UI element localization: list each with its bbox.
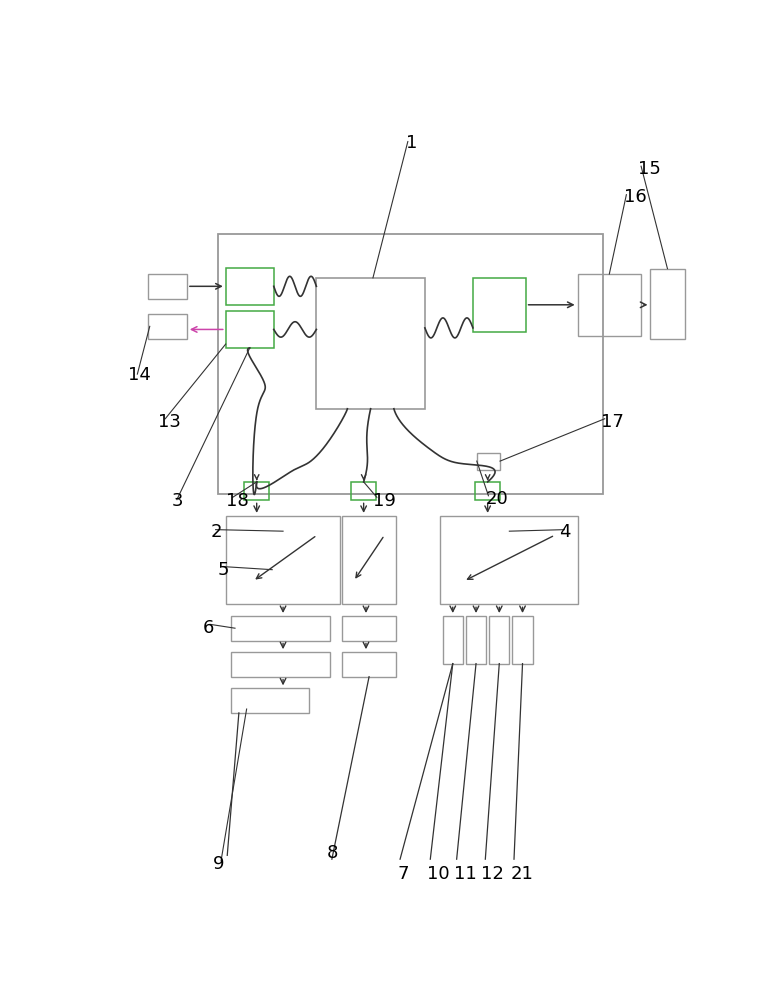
Bar bbox=[225, 311, 274, 348]
Bar bbox=[218, 234, 603, 494]
Bar bbox=[148, 314, 187, 339]
Bar bbox=[225, 268, 274, 305]
Bar bbox=[244, 482, 269, 500]
Text: 18: 18 bbox=[225, 492, 248, 510]
Bar bbox=[316, 278, 425, 409]
Bar bbox=[475, 482, 500, 500]
Text: 2: 2 bbox=[210, 523, 222, 541]
Bar bbox=[489, 616, 510, 664]
Bar bbox=[148, 274, 187, 299]
Text: 6: 6 bbox=[202, 619, 214, 637]
Bar bbox=[440, 516, 578, 604]
Bar bbox=[351, 482, 376, 500]
Bar bbox=[650, 269, 685, 339]
Text: 1: 1 bbox=[406, 134, 417, 152]
Bar bbox=[342, 652, 397, 677]
Bar bbox=[342, 516, 397, 604]
Text: 7: 7 bbox=[398, 865, 410, 883]
Text: 17: 17 bbox=[601, 413, 623, 431]
Bar bbox=[473, 278, 526, 332]
Text: 14: 14 bbox=[128, 366, 151, 384]
Bar bbox=[513, 616, 533, 664]
Text: 15: 15 bbox=[638, 160, 661, 178]
Text: 16: 16 bbox=[624, 188, 647, 206]
Text: 12: 12 bbox=[481, 865, 503, 883]
Bar bbox=[231, 616, 330, 641]
Text: 9: 9 bbox=[213, 855, 225, 873]
Bar bbox=[231, 688, 309, 713]
Bar bbox=[225, 516, 341, 604]
Bar bbox=[231, 652, 330, 677]
Bar bbox=[578, 274, 641, 336]
Text: 21: 21 bbox=[510, 865, 533, 883]
Text: 13: 13 bbox=[157, 413, 180, 431]
Bar bbox=[342, 616, 397, 641]
Bar bbox=[442, 616, 463, 664]
Bar bbox=[466, 616, 486, 664]
Text: 3: 3 bbox=[171, 492, 183, 510]
Text: 10: 10 bbox=[427, 865, 450, 883]
Bar bbox=[477, 453, 500, 470]
Text: 19: 19 bbox=[373, 492, 396, 510]
Text: 8: 8 bbox=[326, 844, 338, 862]
Text: 11: 11 bbox=[454, 865, 476, 883]
Text: 20: 20 bbox=[485, 490, 508, 508]
Text: 4: 4 bbox=[559, 523, 571, 541]
Text: 5: 5 bbox=[218, 561, 229, 579]
